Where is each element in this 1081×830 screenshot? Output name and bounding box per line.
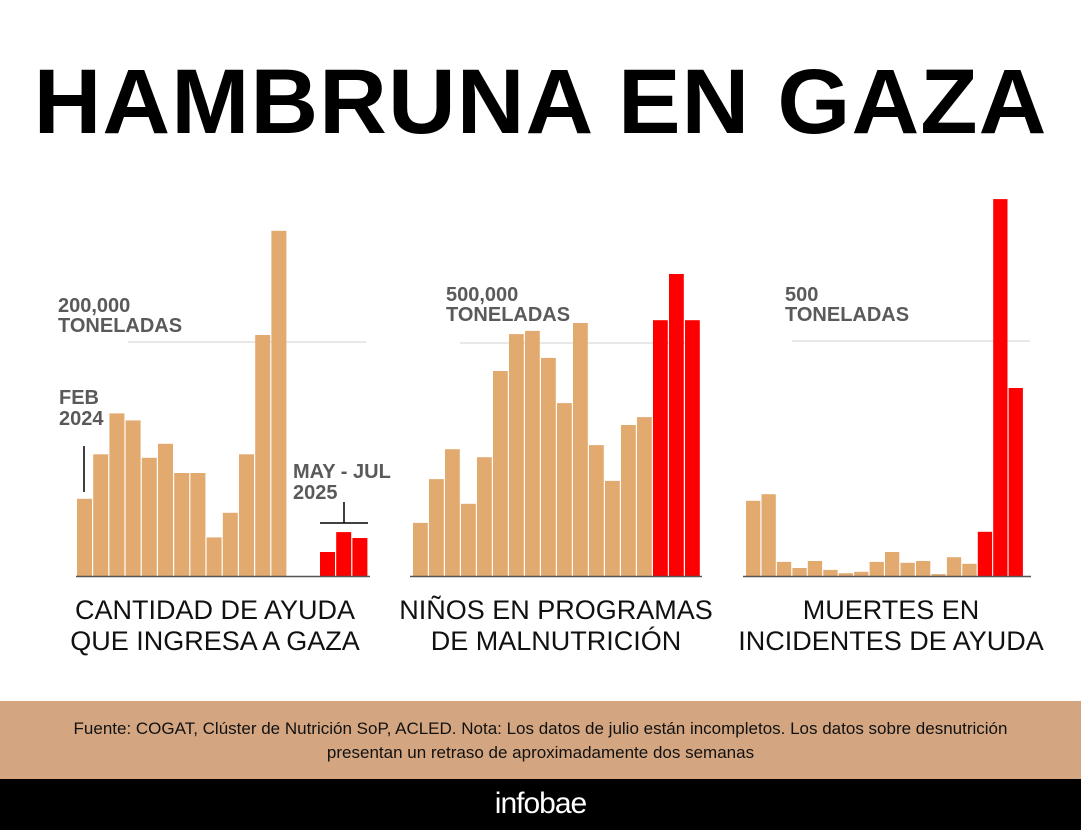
bar-may-2024 <box>125 420 141 576</box>
bar-jul-2025 <box>352 538 368 576</box>
bar-may-2025 <box>977 531 993 576</box>
reference-label: 500 <box>785 284 818 306</box>
bar-mar-2024 <box>761 494 776 576</box>
bar-nov-2024 <box>557 403 572 576</box>
bar-mar-2024 <box>429 479 444 576</box>
bar-dic-2024 <box>239 454 254 576</box>
bar-feb-2025 <box>605 480 620 576</box>
bar-sep-2024 <box>525 330 540 576</box>
reference-label: TONELADAS <box>785 304 909 326</box>
bar-feb-2024 <box>413 522 428 576</box>
bar-mar-2024 <box>93 454 109 576</box>
bar-jul-2024 <box>493 371 508 576</box>
bar-jun-2025 <box>993 199 1008 576</box>
bar-jun-2024 <box>477 457 492 576</box>
annotation-label: MAY - JUL <box>293 461 391 483</box>
bar-abr-2025 <box>637 417 652 576</box>
annotation-label: FEB <box>59 387 99 409</box>
bar-mar-2025 <box>946 557 962 576</box>
bar-feb-2025 <box>271 230 287 577</box>
bar-nov-2024 <box>885 552 900 576</box>
bar-sep-2024 <box>854 571 869 576</box>
bar-nov-2024 <box>222 512 238 576</box>
bar-feb-2024 <box>746 500 761 576</box>
chart-caption: MUERTES EN <box>803 595 980 625</box>
bar-jun-2024 <box>141 457 157 576</box>
bar-oct-2024 <box>541 357 556 576</box>
bar-jun-2024 <box>807 561 823 576</box>
reference-label: 200,000 <box>58 295 130 317</box>
bar-sep-2024 <box>190 473 206 576</box>
bar-feb-2024 <box>77 498 92 576</box>
bar-ene-2025 <box>255 335 271 576</box>
bar-jun-2025 <box>669 274 684 576</box>
bar-ago-2024 <box>174 473 190 576</box>
bar-dic-2024 <box>573 323 588 576</box>
bar-jul-2025 <box>685 320 700 576</box>
bar-jul-2024 <box>158 443 173 576</box>
bar-oct-2024 <box>206 537 222 576</box>
annotation-label: 2025 <box>293 482 338 504</box>
brand-bar: infobae <box>0 779 1081 830</box>
brand-logo: infobae <box>494 787 587 820</box>
reference-label: 500,000 <box>446 284 518 306</box>
bar-jun-2025 <box>336 532 352 576</box>
page-title: HAMBRUNA EN GAZA <box>33 51 1048 153</box>
bar-ago-2024 <box>838 573 853 576</box>
bar-ene-2025 <box>916 561 931 576</box>
chart-caption: QUE INGRESA A GAZA <box>70 626 360 656</box>
bar-ene-2025 <box>589 445 604 576</box>
bar-may-2024 <box>792 568 807 576</box>
chart-caption: DE MALNUTRICIÓN <box>431 625 682 656</box>
footer-note: Fuente: COGAT, Clúster de Nutrición SoP,… <box>0 701 1081 779</box>
chart-caption: NIÑOS EN PROGRAMAS <box>399 594 713 625</box>
bar-dic-2024 <box>900 562 915 576</box>
chart-caption: INCIDENTES DE AYUDA <box>738 626 1044 656</box>
source-note: Fuente: COGAT, Clúster de Nutrición SoP,… <box>73 719 1008 762</box>
bar-abr-2024 <box>109 413 125 576</box>
bar-abr-2024 <box>445 449 460 576</box>
bar-may-2025 <box>320 552 335 576</box>
bar-feb-2025 <box>931 574 946 576</box>
bar-jul-2024 <box>823 569 838 576</box>
bar-abr-2024 <box>776 561 792 576</box>
reference-label: TONELADAS <box>58 315 182 337</box>
bar-abr-2025 <box>962 563 977 576</box>
bar-oct-2024 <box>869 561 884 576</box>
bar-jul-2025 <box>1008 388 1023 576</box>
bar-mar-2025 <box>621 425 636 576</box>
bar-ago-2024 <box>509 334 524 576</box>
bar-may-2025 <box>653 320 668 576</box>
annotation-label: 2024 <box>59 408 104 430</box>
reference-label: TONELADAS <box>446 304 570 326</box>
bar-may-2024 <box>461 503 476 576</box>
chart-caption: CANTIDAD DE AYUDA <box>75 595 355 625</box>
